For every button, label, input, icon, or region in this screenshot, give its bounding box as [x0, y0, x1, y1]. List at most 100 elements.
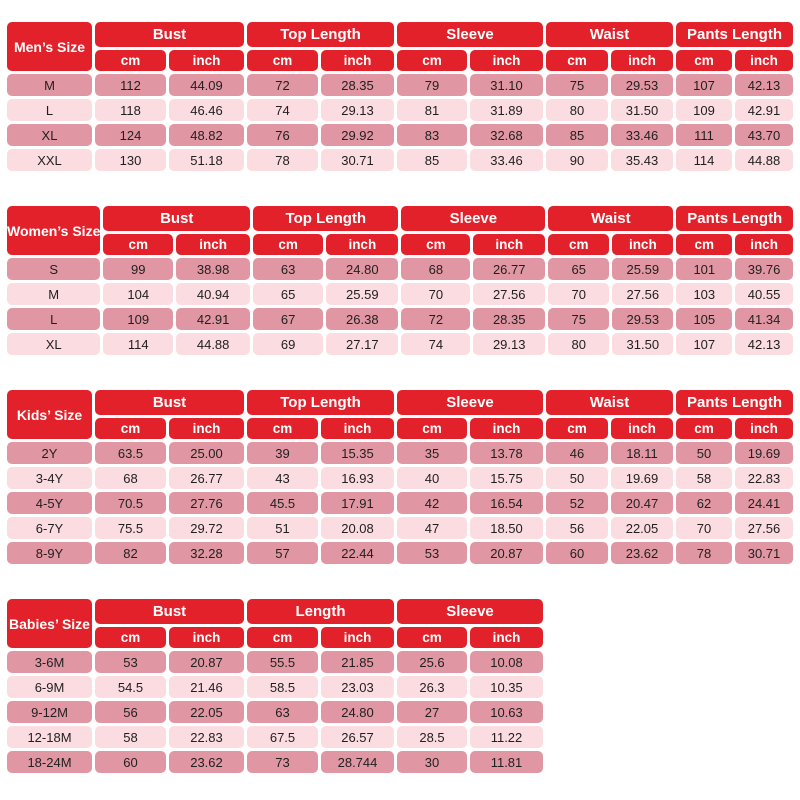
measurement-value: 124 — [95, 124, 166, 146]
column-group-header: Waist — [546, 390, 673, 415]
measurement-value: 28.5 — [397, 726, 467, 748]
measurement-value: 72 — [401, 308, 471, 330]
measurement-value: 58 — [95, 726, 166, 748]
measurement-value: 42.91 — [176, 308, 251, 330]
measurement-value: 35.43 — [611, 149, 673, 171]
measurement-value: 26.57 — [321, 726, 394, 748]
unit-header: inch — [473, 234, 546, 255]
unit-header: cm — [401, 234, 471, 255]
measurement-value: 16.54 — [470, 492, 543, 514]
kids-size-table: Kids’ Size Bust Top Length Sleeve Waist Pants… — [4, 387, 796, 567]
measurement-value: 74 — [247, 99, 318, 121]
measurement-value: 24.80 — [321, 701, 394, 723]
table-row: 3-6M 53 20.87 55.5 21.85 25.6 10.08 — [7, 651, 543, 673]
measurement-value: 51.18 — [169, 149, 244, 171]
table-row: 4-5Y 70.5 27.76 45.5 17.91 42 16.54 52 20.47 62 24… — [7, 492, 793, 514]
measurement-value: 70.5 — [95, 492, 166, 514]
measurement-value: 27.56 — [735, 517, 793, 539]
measurement-value: 70 — [676, 517, 732, 539]
measurement-value: 73 — [247, 751, 318, 773]
measurement-value: 44.09 — [169, 74, 244, 96]
measurement-value: 33.46 — [611, 124, 673, 146]
table-row: L 109 42.91 67 26.38 72 28.35 75 29.53 105 41.34 — [7, 308, 793, 330]
measurement-value: 27.56 — [473, 283, 546, 305]
measurement-value: 22.83 — [735, 467, 793, 489]
table-row: 9-12M 56 22.05 63 24.80 27 10.63 — [7, 701, 543, 723]
measurement-value: 65 — [548, 258, 610, 280]
table-row: 6-9M 54.5 21.46 58.5 23.03 26.3 10.35 — [7, 676, 543, 698]
measurement-value: 107 — [676, 74, 732, 96]
measurement-value: 44.88 — [176, 333, 251, 355]
measurement-value: 80 — [548, 333, 610, 355]
column-group-header: Bust — [95, 390, 244, 415]
size-label: M — [7, 283, 101, 305]
measurement-value: 25.00 — [169, 442, 244, 464]
measurement-value: 99 — [103, 258, 174, 280]
measurement-value: 70 — [401, 283, 471, 305]
measurement-value: 67 — [253, 308, 324, 330]
unit-header: inch — [470, 627, 543, 648]
size-label: L — [7, 99, 92, 121]
measurement-value: 27 — [397, 701, 467, 723]
column-group-header: Top Length — [247, 390, 394, 415]
measurement-value: 29.13 — [473, 333, 546, 355]
measurement-value: 45.5 — [247, 492, 318, 514]
table-row: 6-7Y 75.5 29.72 51 20.08 47 18.50 56 22.05 70 27.5… — [7, 517, 793, 539]
column-group-header: Waist — [548, 206, 674, 231]
measurement-value: 38.98 — [176, 258, 251, 280]
measurement-value: 29.53 — [611, 74, 673, 96]
measurement-value: 72 — [247, 74, 318, 96]
size-label: 3-4Y — [7, 467, 92, 489]
measurement-value: 28.35 — [473, 308, 546, 330]
measurement-value: 33.46 — [470, 149, 543, 171]
measurement-value: 83 — [397, 124, 467, 146]
measurement-value: 58 — [676, 467, 732, 489]
measurement-value: 21.85 — [321, 651, 394, 673]
unit-header: inch — [735, 50, 793, 71]
measurement-value: 25.59 — [326, 283, 399, 305]
measurement-value: 39.76 — [735, 258, 793, 280]
measurement-value: 81 — [397, 99, 467, 121]
measurement-value: 111 — [676, 124, 732, 146]
measurement-value: 22.83 — [169, 726, 244, 748]
measurement-value: 40.55 — [735, 283, 793, 305]
babies-size-table: Babies’ Size Bust Length Sleeve cm inch cm inch… — [4, 596, 546, 776]
measurement-value: 85 — [397, 149, 467, 171]
measurement-value: 46.46 — [169, 99, 244, 121]
table-title: Men’s Size — [7, 22, 92, 71]
measurement-value: 42.91 — [735, 99, 793, 121]
measurement-value: 22.05 — [611, 517, 673, 539]
size-label: 6-7Y — [7, 517, 92, 539]
measurement-value: 75.5 — [95, 517, 166, 539]
measurement-value: 50 — [676, 442, 732, 464]
measurement-value: 20.08 — [321, 517, 394, 539]
measurement-value: 54.5 — [95, 676, 166, 698]
measurement-value: 22.05 — [169, 701, 244, 723]
measurement-value: 67.5 — [247, 726, 318, 748]
table-row: 3-4Y 68 26.77 43 16.93 40 15.75 50 19.69 58 22.83 — [7, 467, 793, 489]
table-row: XL 124 48.82 76 29.92 83 32.68 85 33.46 111 43.70 — [7, 124, 793, 146]
table-row: M 104 40.94 65 25.59 70 27.56 70 27.56 103 40.55 — [7, 283, 793, 305]
table-row: XXL 130 51.18 78 30.71 85 33.46 90 35.43 114 44.88 — [7, 149, 793, 171]
column-group-header: Top Length — [247, 22, 394, 47]
table-row: L 118 46.46 74 29.13 81 31.89 80 31.50 109 42.91 — [7, 99, 793, 121]
measurement-value: 35 — [397, 442, 467, 464]
size-label: 18-24M — [7, 751, 92, 773]
measurement-value: 52 — [546, 492, 608, 514]
column-group-header: Pants Length — [676, 390, 793, 415]
measurement-value: 48.82 — [169, 124, 244, 146]
measurement-value: 42.13 — [735, 74, 793, 96]
size-label: 6-9M — [7, 676, 92, 698]
table-row: 8-9Y 82 32.28 57 22.44 53 20.87 60 23.62 78 30.71 — [7, 542, 793, 564]
measurement-value: 63.5 — [95, 442, 166, 464]
measurement-value: 43 — [247, 467, 318, 489]
unit-header: cm — [247, 627, 318, 648]
measurement-value: 30.71 — [321, 149, 394, 171]
measurement-value: 27.76 — [169, 492, 244, 514]
unit-header: cm — [103, 234, 174, 255]
measurement-value: 65 — [253, 283, 324, 305]
measurement-value: 29.92 — [321, 124, 394, 146]
measurement-value: 47 — [397, 517, 467, 539]
measurement-value: 41.34 — [735, 308, 793, 330]
measurement-value: 58.5 — [247, 676, 318, 698]
